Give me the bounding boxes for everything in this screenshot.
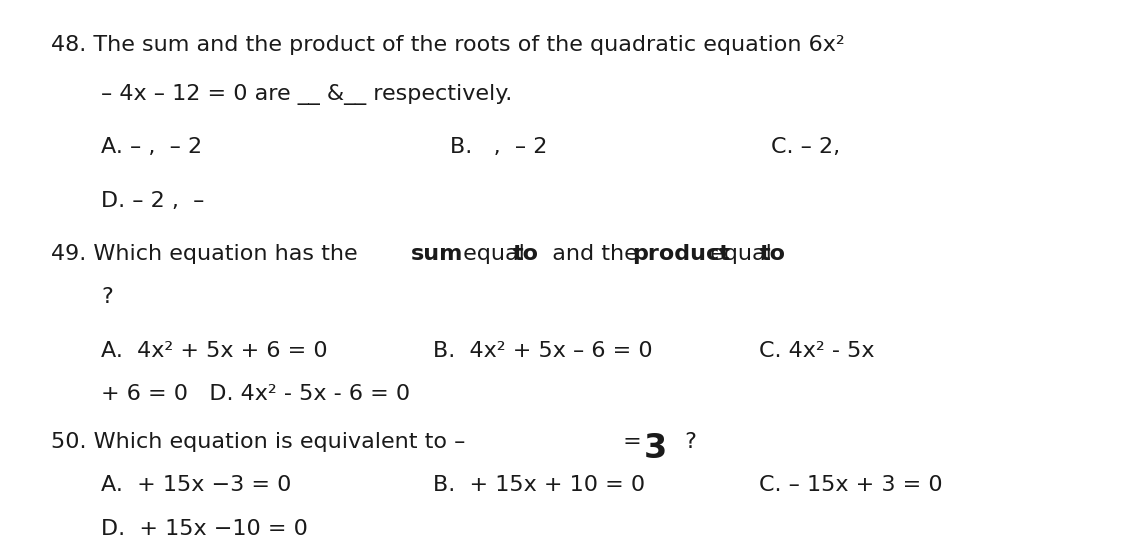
Text: D. – 2 ,  –: D. – 2 , – [101, 191, 205, 211]
Text: equal: equal [703, 244, 780, 264]
Text: 48. The sum and the product of the roots of the quadratic equation 6x²: 48. The sum and the product of the roots… [51, 35, 845, 55]
Text: =: = [616, 432, 649, 452]
Text: – 4x – 12 = 0 are __ &__ respectively.: – 4x – 12 = 0 are __ &__ respectively. [101, 84, 513, 105]
Text: C. – 2,: C. – 2, [771, 137, 839, 157]
Text: ?: ? [101, 287, 113, 307]
Text: A.  4x² + 5x + 6 = 0: A. 4x² + 5x + 6 = 0 [101, 341, 327, 361]
Text: and the: and the [538, 244, 645, 264]
Text: ?: ? [678, 432, 698, 452]
Text: 50. Which equation is equivalent to –: 50. Which equation is equivalent to – [51, 432, 465, 452]
Text: B.   ,  – 2: B. , – 2 [450, 137, 548, 157]
Text: sum: sum [411, 244, 464, 264]
Text: C. – 15x + 3 = 0: C. – 15x + 3 = 0 [759, 475, 943, 495]
Text: A.  + 15x −3 = 0: A. + 15x −3 = 0 [101, 475, 291, 495]
Text: A. – ,  – 2: A. – , – 2 [101, 137, 202, 157]
Text: + 6 = 0   D. 4x² - 5x - 6 = 0: + 6 = 0 D. 4x² - 5x - 6 = 0 [101, 384, 411, 404]
Text: B.  4x² + 5x – 6 = 0: B. 4x² + 5x – 6 = 0 [433, 341, 652, 361]
Text: equal: equal [456, 244, 532, 264]
Text: D.  + 15x −10 = 0: D. + 15x −10 = 0 [101, 519, 308, 538]
Text: C. 4x² - 5x: C. 4x² - 5x [759, 341, 875, 361]
Text: 3: 3 [644, 432, 667, 465]
Text: product: product [632, 244, 730, 264]
Text: B.  + 15x + 10 = 0: B. + 15x + 10 = 0 [433, 475, 646, 495]
Text: 49. Which equation has the: 49. Which equation has the [51, 244, 365, 264]
Text: to: to [759, 244, 785, 264]
Text: to: to [513, 244, 539, 264]
